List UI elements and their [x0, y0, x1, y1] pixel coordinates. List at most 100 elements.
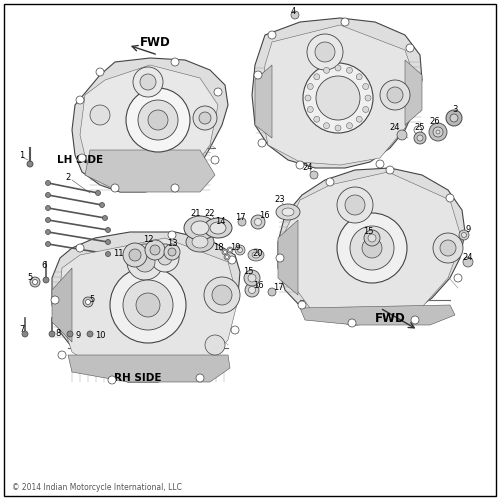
Text: 22: 22	[205, 208, 215, 218]
Circle shape	[362, 84, 368, 89]
Circle shape	[429, 123, 447, 141]
Text: 20: 20	[253, 248, 263, 258]
Text: 17: 17	[272, 284, 283, 292]
Text: 3: 3	[452, 106, 458, 114]
Text: 25: 25	[415, 124, 425, 132]
Circle shape	[268, 31, 276, 39]
Circle shape	[58, 351, 66, 359]
Text: 6: 6	[42, 260, 46, 270]
Polygon shape	[85, 150, 215, 192]
Circle shape	[356, 116, 362, 122]
Text: 11: 11	[113, 248, 123, 258]
Text: 8: 8	[56, 328, 60, 338]
Circle shape	[235, 245, 245, 255]
Circle shape	[224, 254, 230, 260]
Circle shape	[450, 114, 458, 122]
Circle shape	[193, 106, 217, 130]
Circle shape	[462, 232, 466, 237]
Text: 16: 16	[252, 280, 264, 289]
Circle shape	[123, 243, 147, 267]
Circle shape	[158, 251, 172, 265]
Circle shape	[228, 256, 236, 264]
Circle shape	[314, 116, 320, 122]
Text: 5: 5	[90, 296, 94, 304]
Circle shape	[227, 247, 233, 253]
Circle shape	[228, 248, 232, 252]
Circle shape	[140, 74, 156, 90]
Text: 12: 12	[143, 236, 153, 244]
Circle shape	[337, 187, 373, 223]
Ellipse shape	[186, 232, 214, 252]
Circle shape	[459, 230, 469, 240]
Circle shape	[138, 100, 178, 140]
Circle shape	[324, 122, 330, 128]
Circle shape	[43, 277, 49, 283]
Circle shape	[433, 233, 463, 263]
Circle shape	[350, 226, 394, 270]
Text: 9: 9	[466, 226, 470, 234]
Circle shape	[276, 254, 284, 262]
Text: 4: 4	[290, 8, 296, 16]
Circle shape	[224, 250, 226, 254]
Circle shape	[268, 288, 276, 296]
Circle shape	[364, 230, 380, 246]
Circle shape	[315, 42, 335, 62]
Circle shape	[245, 283, 259, 297]
Circle shape	[168, 248, 176, 256]
Circle shape	[244, 270, 260, 286]
Circle shape	[46, 242, 51, 246]
Text: © 2014 Indian Motorcycle International, LLC: © 2014 Indian Motorcycle International, …	[12, 484, 182, 492]
Circle shape	[251, 215, 265, 229]
Ellipse shape	[191, 221, 209, 235]
Circle shape	[205, 335, 225, 355]
Polygon shape	[52, 232, 240, 382]
Polygon shape	[52, 268, 72, 342]
Text: 19: 19	[230, 244, 240, 252]
Text: 9: 9	[76, 330, 80, 340]
Circle shape	[254, 218, 262, 226]
Circle shape	[51, 296, 59, 304]
Circle shape	[46, 206, 51, 210]
Circle shape	[199, 112, 211, 124]
Circle shape	[204, 277, 240, 313]
Circle shape	[248, 274, 256, 282]
Circle shape	[126, 88, 190, 152]
Circle shape	[196, 374, 204, 382]
Circle shape	[76, 244, 84, 252]
Circle shape	[436, 130, 440, 134]
Circle shape	[446, 194, 454, 202]
Circle shape	[46, 218, 51, 222]
Ellipse shape	[184, 216, 216, 240]
Polygon shape	[260, 25, 418, 165]
Circle shape	[22, 331, 28, 337]
Circle shape	[214, 88, 222, 96]
Circle shape	[346, 68, 352, 73]
Text: 7: 7	[20, 326, 24, 334]
Circle shape	[145, 240, 165, 260]
Circle shape	[414, 132, 426, 144]
Circle shape	[433, 127, 443, 137]
Polygon shape	[405, 60, 422, 125]
Text: 15: 15	[243, 268, 254, 276]
Circle shape	[171, 58, 179, 66]
Circle shape	[386, 166, 394, 174]
Ellipse shape	[204, 218, 232, 238]
Circle shape	[356, 74, 362, 80]
Circle shape	[129, 249, 141, 261]
Circle shape	[106, 240, 110, 244]
Ellipse shape	[210, 222, 226, 234]
Text: 24: 24	[390, 124, 400, 132]
Circle shape	[362, 238, 382, 258]
Circle shape	[46, 230, 51, 234]
Circle shape	[96, 190, 100, 196]
Circle shape	[148, 110, 168, 130]
Circle shape	[87, 331, 93, 337]
Circle shape	[238, 248, 242, 252]
Circle shape	[346, 122, 352, 128]
Circle shape	[226, 256, 228, 258]
Circle shape	[397, 130, 407, 140]
Text: 13: 13	[166, 238, 177, 248]
Circle shape	[67, 331, 73, 337]
Circle shape	[387, 87, 403, 103]
Circle shape	[211, 156, 219, 164]
